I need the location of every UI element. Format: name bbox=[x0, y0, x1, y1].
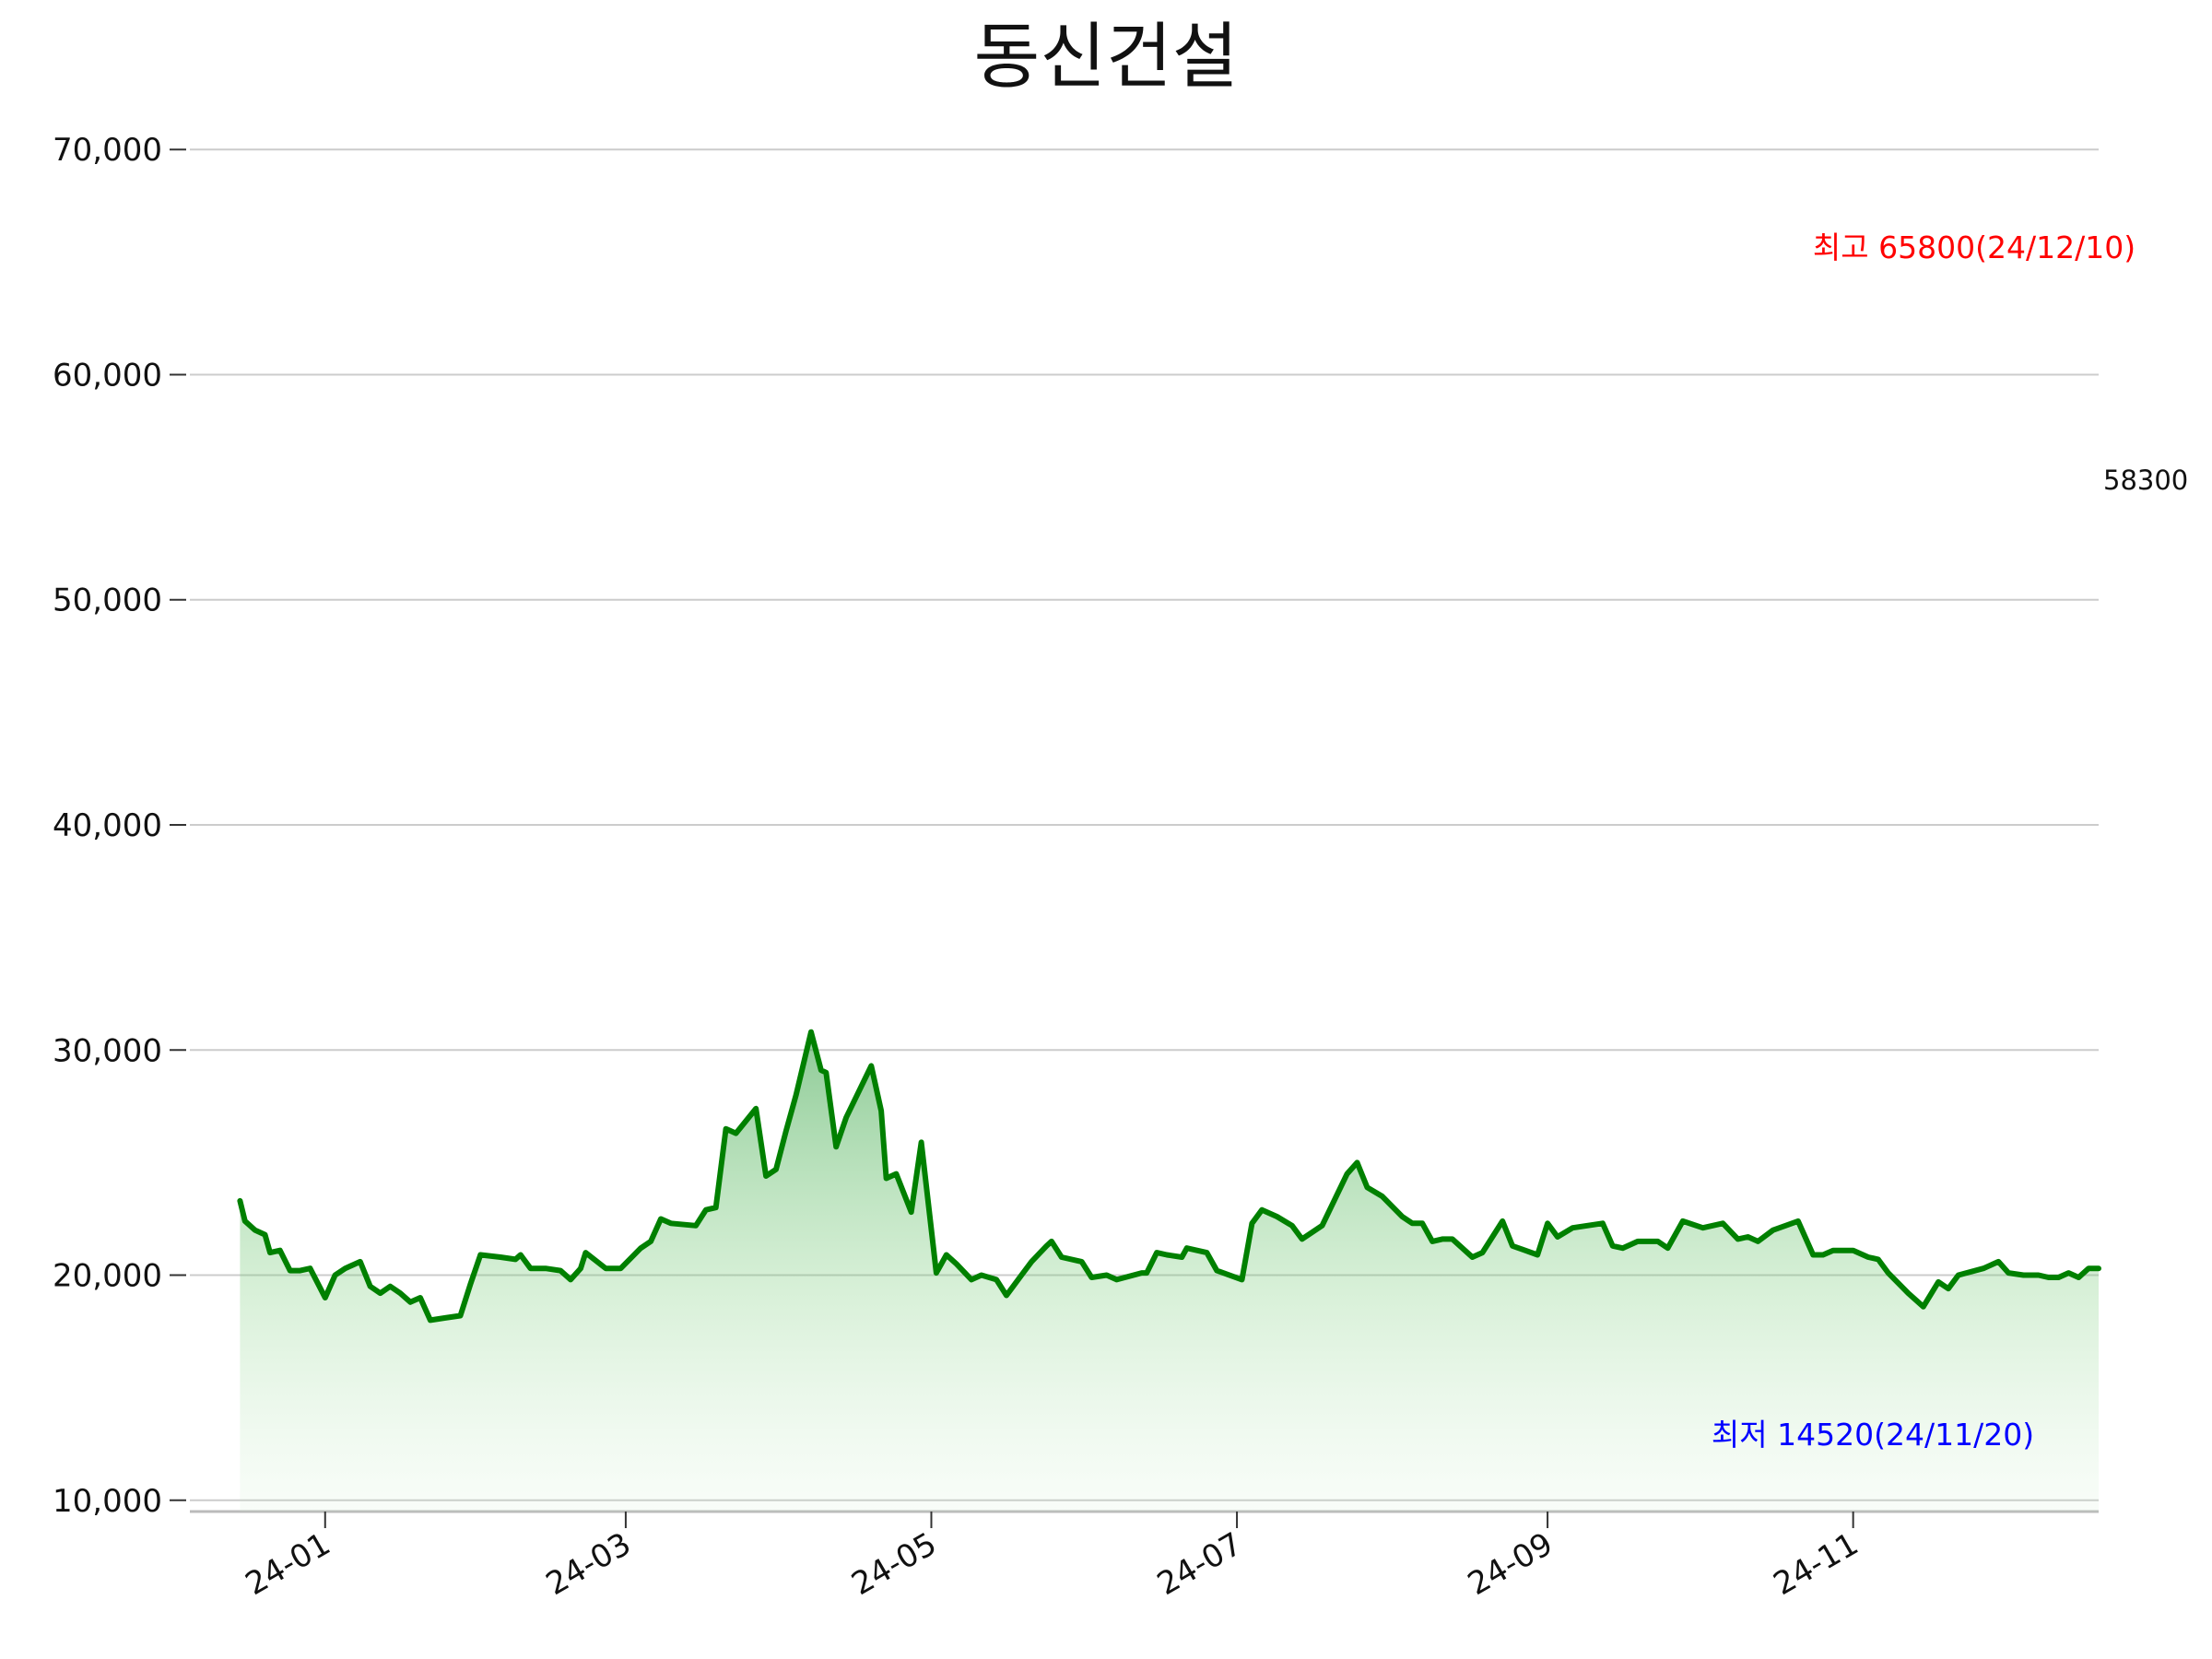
chart-title: 동신건설 bbox=[973, 16, 1238, 99]
y-axis: 10,000 20,000 30,000 40,000 50,000 60,000 70,0… bbox=[53, 132, 186, 1520]
y-tick-label: 30,000 bbox=[53, 1032, 162, 1069]
x-tick-label: 24-09 bbox=[1462, 1525, 1559, 1603]
x-axis: 24-01 24-03 24-05 24-07 24-09 24-11 bbox=[190, 1510, 2099, 1603]
y-tick-label: 20,000 bbox=[53, 1258, 162, 1295]
low-annotation: 최저 14520(24/11/20) bbox=[1712, 1417, 2034, 1453]
y-tick-label: 10,000 bbox=[53, 1483, 162, 1520]
x-tick-label: 24-11 bbox=[1768, 1525, 1865, 1603]
x-tick-label: 24-05 bbox=[845, 1525, 943, 1603]
high-annotation: 최고 65800(24/12/10) bbox=[1813, 229, 2136, 265]
price-area-fill bbox=[240, 1031, 2099, 1512]
x-tick-label: 24-03 bbox=[540, 1525, 638, 1603]
x-tick-label: 24-01 bbox=[240, 1525, 337, 1603]
annotations: 최고 65800(24/12/10) 최저 14520(24/11/20) 58… bbox=[1712, 229, 2188, 1453]
price-line bbox=[237, 1029, 2101, 1324]
last-price-label: 58300 bbox=[2103, 465, 2188, 496]
x-tick-label: 24-07 bbox=[1151, 1525, 1249, 1603]
y-tick-label: 60,000 bbox=[53, 357, 162, 394]
y-tick-label: 50,000 bbox=[53, 582, 162, 619]
y-tick-label: 40,000 bbox=[53, 807, 162, 844]
y-tick-label: 70,000 bbox=[53, 132, 162, 169]
